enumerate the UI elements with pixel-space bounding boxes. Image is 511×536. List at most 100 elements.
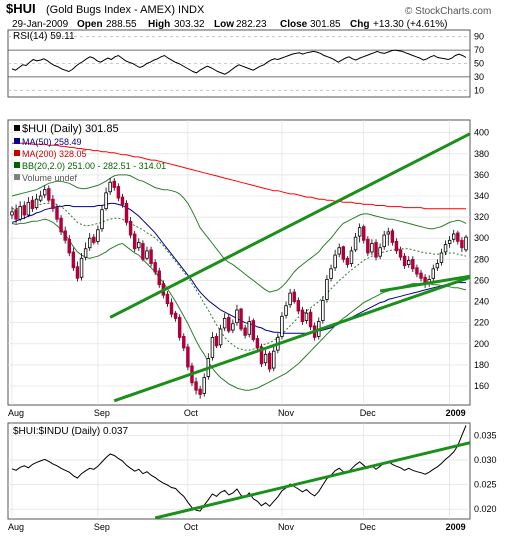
candle-body	[370, 243, 374, 253]
candle-body	[112, 180, 116, 188]
chg-label: Chg	[350, 19, 369, 30]
ratio-trendline	[154, 441, 471, 520]
candle-body	[75, 266, 80, 279]
rsi-tick-label: 90	[474, 32, 484, 42]
price-trendline	[109, 132, 471, 319]
candle-body	[366, 238, 370, 254]
candle-body	[71, 251, 76, 269]
price-tick-label: 320	[474, 212, 489, 222]
ratio-x-label: Oct	[184, 522, 199, 532]
candle-body	[108, 181, 112, 193]
open-value: 288.55	[106, 19, 137, 30]
candle-body	[79, 257, 84, 278]
ratio-x-label: Dec	[360, 522, 377, 532]
ma50-line	[11, 202, 466, 334]
candle-body	[259, 346, 264, 365]
price-trendline	[113, 275, 471, 403]
candle-body	[251, 320, 256, 340]
price-tick-label: 220	[474, 318, 489, 328]
candle-body	[284, 305, 288, 316]
candle-body	[63, 230, 67, 241]
price-x-label: 2009	[446, 408, 466, 418]
close-value: 301.85	[310, 19, 341, 30]
candle-body	[231, 323, 235, 331]
chg-value: +13.30 (+4.61%)	[373, 19, 448, 30]
candle-body	[460, 239, 464, 249]
candle-body	[333, 254, 337, 269]
rsi-tick-label: 70	[474, 45, 484, 55]
symbol-title: $HUI	[6, 1, 36, 16]
candle-body	[59, 217, 63, 233]
candle-body	[329, 268, 333, 279]
candle-body	[137, 242, 141, 249]
candle-body	[194, 381, 198, 391]
candle-body	[415, 267, 419, 275]
candle-body	[202, 377, 206, 394]
candle-body	[435, 263, 440, 269]
candle-body	[26, 201, 31, 216]
candle-body	[296, 300, 301, 312]
legend-swatch	[14, 162, 20, 168]
candle-body	[227, 316, 231, 332]
rsi-tick-label: 50	[474, 59, 484, 69]
candle-body	[280, 315, 284, 337]
candle-body	[83, 248, 88, 258]
candle-body	[378, 247, 382, 257]
candle-body	[247, 321, 251, 335]
price-x-label: Dec	[360, 408, 377, 418]
candle-body	[390, 230, 395, 243]
candle-body	[186, 346, 190, 368]
candle-body	[124, 202, 129, 223]
candle-body	[153, 262, 157, 273]
candle-body	[34, 198, 39, 209]
candle-body	[292, 291, 296, 302]
candle-body	[255, 338, 260, 349]
price-tick-label: 200	[474, 339, 489, 349]
candle-body	[22, 205, 26, 216]
price-legend-4: Volume undef	[22, 173, 78, 183]
candle-body	[337, 247, 341, 255]
candle-body	[173, 312, 178, 319]
candle-body	[18, 206, 22, 220]
candle-body	[149, 249, 153, 264]
bb-middle-line	[12, 202, 467, 351]
ratio-tick-label: 0.030	[474, 455, 497, 465]
price-tick-label: 240	[474, 297, 489, 307]
ratio-x-label: 2009	[446, 522, 466, 532]
candle-body	[382, 234, 386, 248]
ratio-panel	[7, 422, 471, 520]
price-x-label: Aug	[8, 408, 24, 418]
legend-swatch	[14, 174, 20, 180]
price-x-label: Sep	[94, 408, 110, 418]
candle-body	[431, 268, 436, 279]
candle-body	[394, 240, 399, 252]
candle-body	[452, 233, 456, 240]
candle-body	[87, 237, 92, 249]
candle-body	[42, 189, 47, 196]
price-legend-0: $HUI (Daily) 301.85	[22, 123, 119, 135]
candle-body	[288, 292, 292, 306]
candle-body	[47, 188, 51, 201]
legend-swatch	[14, 150, 20, 156]
candle-body	[51, 198, 55, 210]
candle-body	[447, 239, 452, 244]
price-legend-1: MA(50) 258.49	[22, 137, 82, 147]
candle-body	[402, 255, 407, 267]
price-tick-label: 260	[474, 275, 489, 285]
ratio-tick-label: 0.025	[474, 480, 497, 490]
ratio-x-label: Aug	[8, 522, 24, 532]
candle-body	[92, 236, 96, 243]
candle-body	[357, 227, 362, 237]
candle-body	[30, 199, 35, 210]
price-tick-label: 160	[474, 381, 489, 391]
candle-body	[263, 353, 268, 364]
price-x-label: Oct	[184, 408, 199, 418]
candle-body	[177, 316, 182, 338]
candle-body	[464, 236, 468, 251]
open-label: Open	[77, 19, 103, 30]
candle-body	[169, 302, 174, 315]
price-tick-label: 380	[474, 149, 489, 159]
candle-body	[182, 335, 186, 349]
candle-body	[398, 249, 403, 258]
